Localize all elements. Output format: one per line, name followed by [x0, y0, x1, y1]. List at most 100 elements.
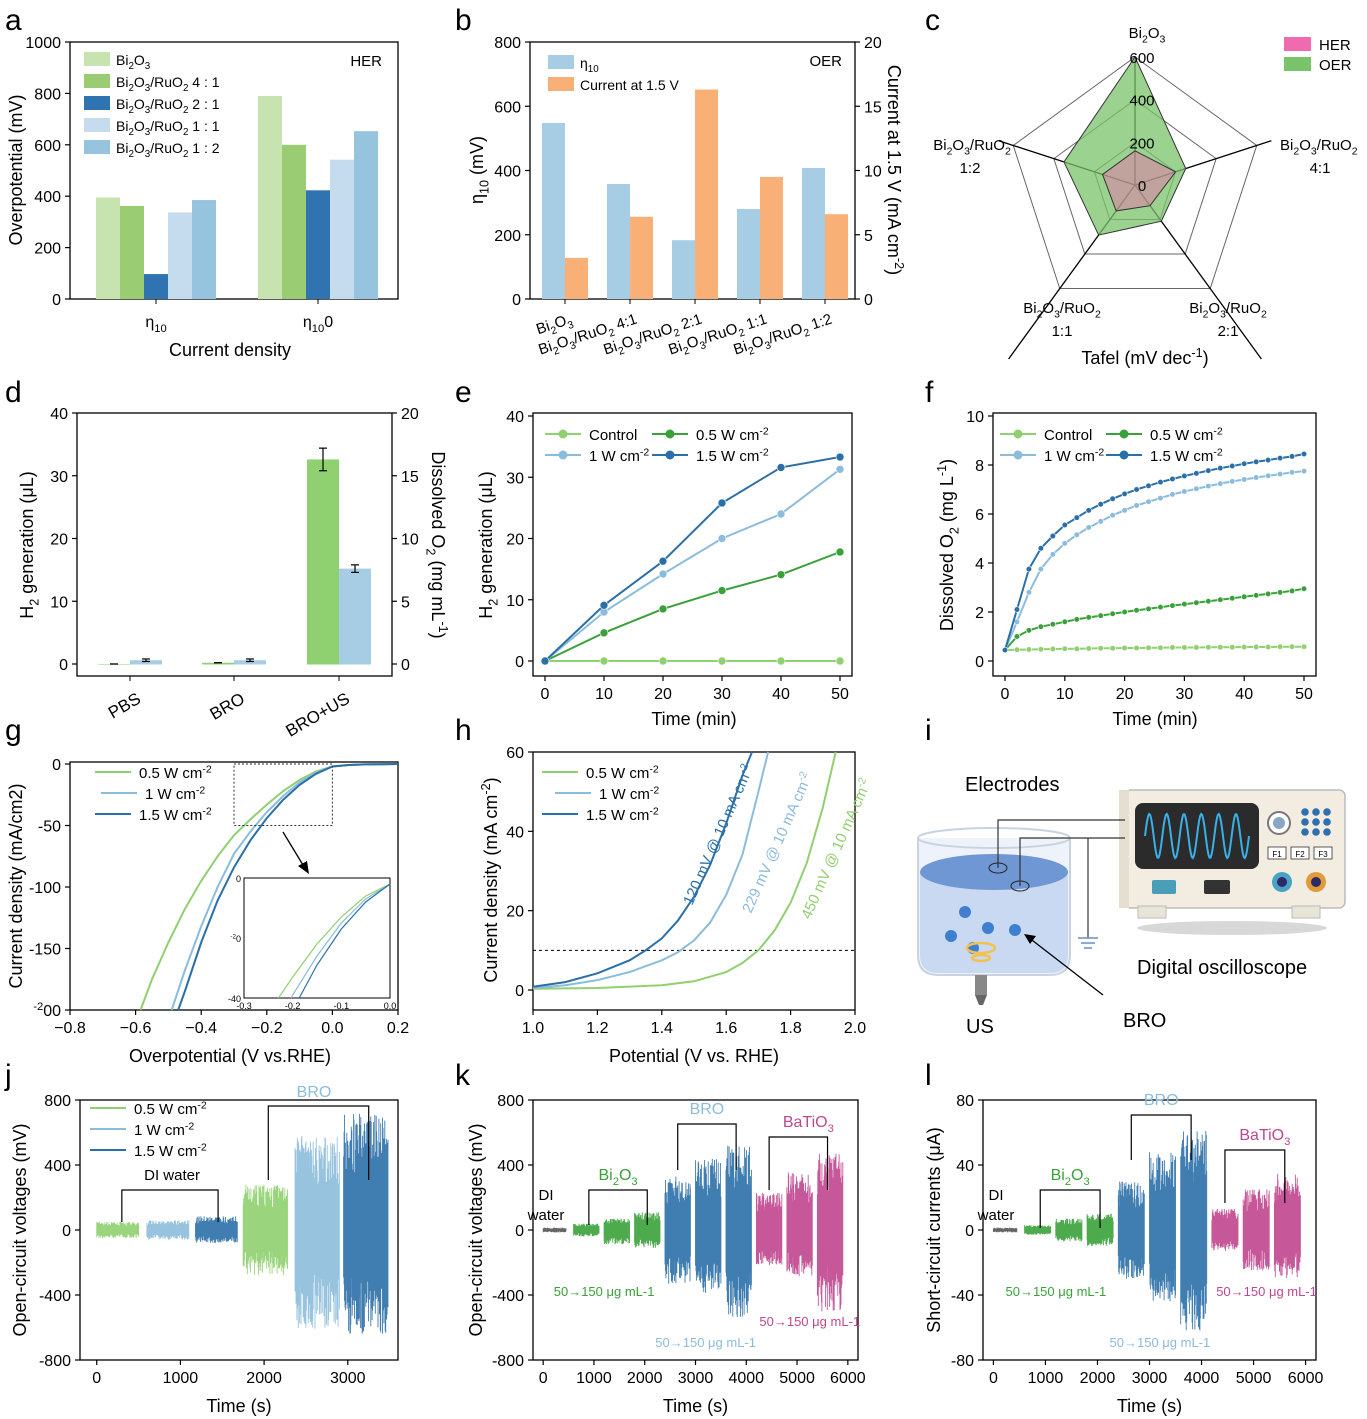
y-tick-label: 800 [34, 86, 61, 103]
ylabel-g: Current density (mA/cm2) [6, 783, 26, 988]
zoom-arrow [282, 831, 304, 866]
x-tick-label: 6000 [830, 1370, 866, 1387]
point-f [1037, 545, 1044, 552]
point-e [776, 463, 786, 472]
legend-j-0-text: 0.5 W cm-2 [134, 1099, 207, 1118]
point-f [1073, 616, 1080, 623]
conc-label-k-bi2o3: 50→150 μg mL-1 [554, 1284, 655, 1299]
legend-a-swatch [84, 118, 110, 132]
point-f [1288, 453, 1296, 460]
panel-label-i: i [925, 714, 932, 747]
inset-y-tick-label: -40 [228, 994, 241, 1004]
panel-a-axes [69, 41, 399, 300]
y-tick-label: -400 [492, 1288, 524, 1305]
oscilloscope-knob-center [1273, 817, 1285, 829]
radar-oer-polygon [1063, 55, 1187, 236]
legend-a-swatch [84, 74, 110, 88]
x-tick-label: 40 [772, 686, 790, 703]
bar-b-eta [802, 167, 825, 299]
x-tick-label: 1.8 [779, 1020, 801, 1037]
signal-j-1 [146, 1220, 190, 1240]
x-tick-label: 1000 [1028, 1370, 1064, 1387]
bro-particle [945, 930, 957, 942]
y-tick-label: 1000 [25, 35, 61, 52]
inset-x-tick-label: -0.3 [236, 1001, 252, 1011]
legend-c-oer-text: OER [1319, 57, 1352, 74]
y-tick-label: -800 [39, 1353, 71, 1370]
point-f [1121, 644, 1128, 652]
bracket-l-0 [1039, 1189, 1101, 1228]
point-f [1097, 645, 1104, 652]
oscilloscope-button [1323, 828, 1331, 836]
point-f [1181, 644, 1188, 651]
wire [1019, 837, 1125, 886]
point-f [1193, 644, 1200, 651]
oscilloscope-button [1312, 808, 1320, 816]
oscilloscope-port [1204, 880, 1230, 894]
ultrasound-probe [975, 975, 987, 995]
wire [997, 819, 1125, 868]
radar-tick-label: 0 [1138, 178, 1146, 195]
legend-f-15-marker [1119, 450, 1129, 460]
oscilloscope-f-button-label: F2 [1295, 850, 1305, 859]
y-tick-label: 0 [59, 657, 68, 674]
point-f [1181, 601, 1188, 608]
y-tick-label: 8 [975, 458, 984, 475]
bar-a-4-0 [192, 200, 216, 299]
point-f [1253, 643, 1260, 651]
annotation-h-120: 120 mV @ 10 mA cm-2 [679, 762, 758, 908]
point-e [717, 656, 727, 666]
y-tick-label: 30 [506, 470, 524, 487]
point-e [599, 656, 609, 666]
legend-a-text: Bi2O3/RuO2 2 : 1 [116, 96, 220, 116]
x-tick-label: 1.2 [586, 1020, 608, 1037]
panel-label-b: b [455, 4, 472, 37]
oscilloscope-waveform [1144, 812, 1250, 860]
radar-axis-label: Bi2O3/RuO2 [933, 137, 1011, 158]
legend-a-swatch [84, 96, 110, 110]
point-f [1121, 608, 1128, 616]
point-f [1205, 482, 1212, 490]
point-e [599, 600, 609, 610]
oscilloscope-f-button-label: F1 [1272, 850, 1282, 859]
ylabel-b-left: η10 (mV) [467, 136, 491, 204]
oscilloscope-button [1301, 808, 1309, 816]
x-tick-label-a: η100 [303, 314, 333, 335]
bar-b-current [825, 214, 848, 299]
xlabel-a: Current density [169, 340, 291, 360]
bar-a-2-1 [306, 190, 330, 299]
series-h-0 [532, 751, 837, 990]
bar-a-1-1 [282, 144, 306, 299]
y-tick-label: 600 [494, 99, 521, 116]
point-f [1049, 551, 1056, 558]
signal-l-9 [1273, 1173, 1301, 1278]
bar-b-eta [672, 240, 695, 299]
panel-label-d: d [5, 376, 22, 409]
panel-label-h: h [455, 714, 472, 747]
point-f [1229, 595, 1236, 602]
signal-k-5 [695, 1158, 722, 1293]
point-f [1049, 532, 1056, 540]
radar-grid [1012, 56, 1258, 290]
point-f [1157, 603, 1164, 611]
radar-axis-label: Bi2O3/RuO2 [1280, 137, 1358, 158]
bracket-j-di [121, 1189, 219, 1222]
legend-f-05-text: 0.5 W cm-2 [1150, 425, 1223, 444]
bar-a-3-1 [330, 159, 354, 299]
point-f [1133, 644, 1140, 652]
y-tick-label: 0 [512, 292, 521, 309]
x-tick-label: 1000 [163, 1370, 199, 1387]
x-tick-label: 0 [1001, 686, 1010, 703]
point-f [1300, 643, 1308, 650]
y-tick-label: 0 [62, 1223, 71, 1240]
inset-series-g-1 [290, 883, 391, 999]
radar-tick-label: 600 [1129, 50, 1154, 67]
point-f [1288, 643, 1296, 650]
legend-h-2-text: 1.5 W cm-2 [586, 805, 659, 824]
panel-label-a: a [5, 4, 22, 37]
y-tick-label: 400 [34, 189, 61, 206]
x-tick-label-d: BRO [207, 689, 248, 724]
point-e [717, 534, 727, 543]
signal-l-6 [1180, 1131, 1208, 1331]
